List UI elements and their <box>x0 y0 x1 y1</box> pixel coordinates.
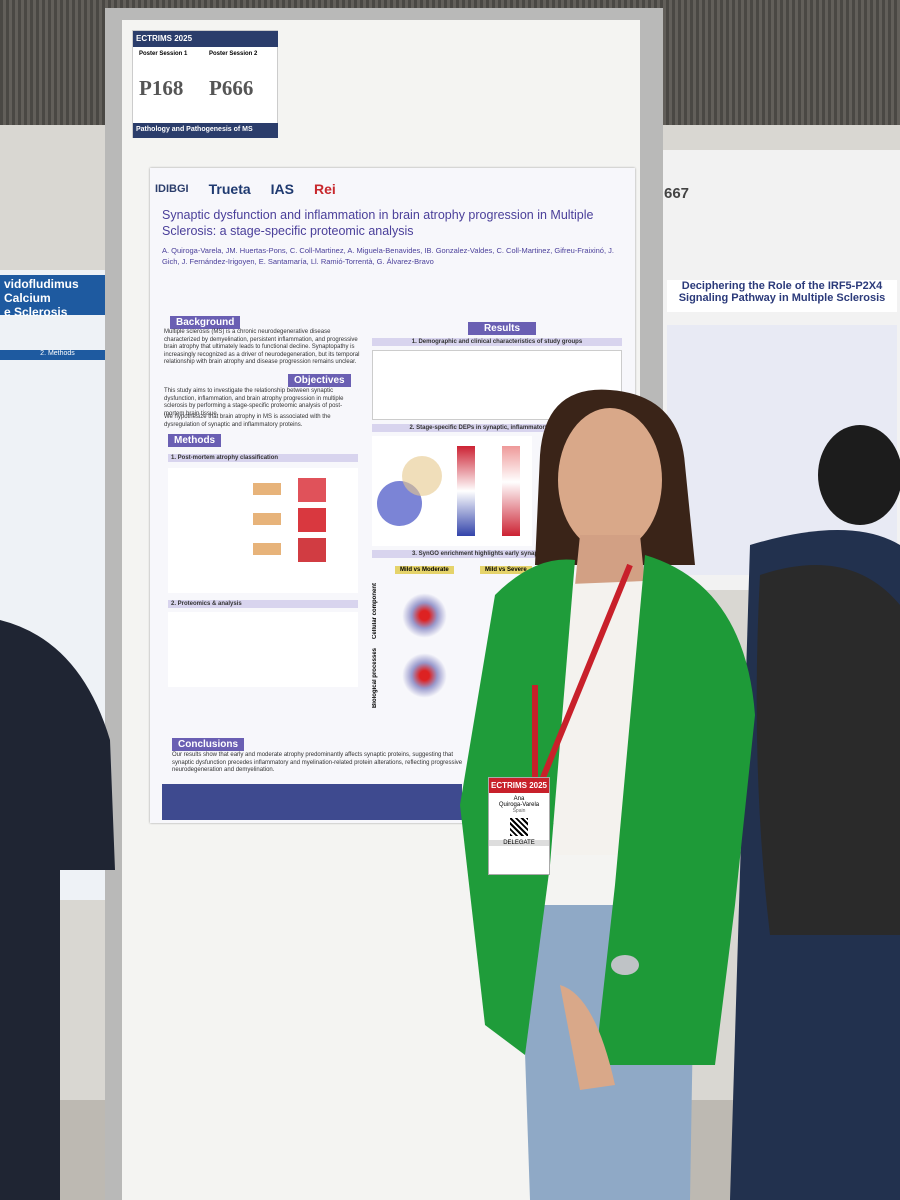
section-text: Our results show that early and moderate… <box>172 752 463 773</box>
venn-figure <box>372 436 532 546</box>
figure-block <box>298 538 326 562</box>
sweater <box>0 620 115 1200</box>
sunburst <box>402 593 447 638</box>
left-title: vidofludimus Calcium <box>4 277 79 305</box>
subheading: 2. Stage-specific DEPs in synaptic, infl… <box>372 424 622 432</box>
right-code: 667 <box>664 185 690 202</box>
badge: ECTRIMS 2025 Ana Quiroga-Varela Spain DE… <box>488 777 550 875</box>
board-label: ECTRIMS 2025 Poster Session 1 Poster Ses… <box>132 30 278 138</box>
face <box>558 408 662 552</box>
section-heading: Conclusions <box>172 738 245 751</box>
section-text: We hypothesize that brain atrophy in MS … <box>164 414 331 428</box>
figure-block <box>253 513 281 525</box>
sunburst <box>402 653 447 698</box>
person-left <box>0 620 115 1200</box>
badge-event: ECTRIMS 2025 <box>489 778 549 793</box>
badge-role: DELEGATE <box>489 840 549 846</box>
heatmap <box>502 446 520 536</box>
badge-country: Spain <box>512 808 526 814</box>
logo: IDIBGI <box>155 183 189 195</box>
session: Poster Session 2 <box>209 51 258 57</box>
watch <box>611 955 639 975</box>
axis-label: Cellular component <box>372 583 378 640</box>
section-heading: Background <box>170 316 241 329</box>
axis-label: Biological processes <box>372 648 378 709</box>
badge-name: Ana <box>513 796 525 802</box>
heatmap <box>457 446 475 536</box>
poster-title: Synaptic dysfunction and inflammation in… <box>162 208 594 238</box>
session: Poster Session 1 <box>139 51 188 57</box>
hand <box>560 985 615 1090</box>
subheading: 3. SynGO enrichment highlights early syn… <box>372 550 622 558</box>
comparison-label: Mild vs Severe <box>480 566 532 574</box>
figure-block <box>253 543 281 555</box>
topic: Pathology and Pathogenesis of MS <box>133 123 278 138</box>
left-poster-header: vidofludimus Calcium e Sclerosis <box>0 275 115 319</box>
left-title: e Sclerosis <box>4 305 68 319</box>
logo: Trueta <box>208 181 251 197</box>
neck <box>575 535 645 585</box>
comparison-label: Mild vs Moderate <box>395 566 454 574</box>
person-right <box>730 425 900 1200</box>
authors: A. Quiroga-Varela, JM. Huertas-Pons, C. … <box>162 246 614 266</box>
board-event: ECTRIMS 2025 <box>133 31 278 47</box>
venn-circle <box>402 456 442 496</box>
logo: IAS <box>270 181 294 197</box>
section-heading: Results <box>468 322 536 335</box>
code: P168 <box>139 76 184 100</box>
code: P666 <box>209 76 254 100</box>
logo: Rei <box>313 181 336 197</box>
method-figure <box>168 612 358 687</box>
figure-block <box>298 508 326 532</box>
right-title: Deciphering the Role of the IRF5-P2X4 Si… <box>667 280 897 312</box>
qr <box>510 818 528 836</box>
method-figure <box>168 468 358 593</box>
references-bar <box>162 784 462 820</box>
left-sub: 2. Methods <box>0 350 115 360</box>
backpack <box>756 565 900 935</box>
badge-name: Quiroga-Varela <box>498 802 540 808</box>
section-text: This study aims to investigate the relat… <box>164 388 344 417</box>
subheading: 2. Proteomics & analysis <box>168 600 358 608</box>
figure-block <box>298 478 326 502</box>
section-heading: Objectives <box>288 374 351 387</box>
logo-row: IDIBGI Trueta IAS Rei <box>155 173 630 205</box>
subheading: 1. Post-mortem atrophy classification <box>168 454 358 462</box>
subheading: 1. Demographic and clinical characterist… <box>372 338 622 346</box>
hair <box>818 425 900 525</box>
section-text: Multiple sclerosis (MS) is a chronic neu… <box>164 329 360 365</box>
section-heading: Methods <box>168 434 222 447</box>
lanyard <box>537 563 633 787</box>
blazer-right <box>595 555 755 1065</box>
figure-block <box>253 483 281 495</box>
